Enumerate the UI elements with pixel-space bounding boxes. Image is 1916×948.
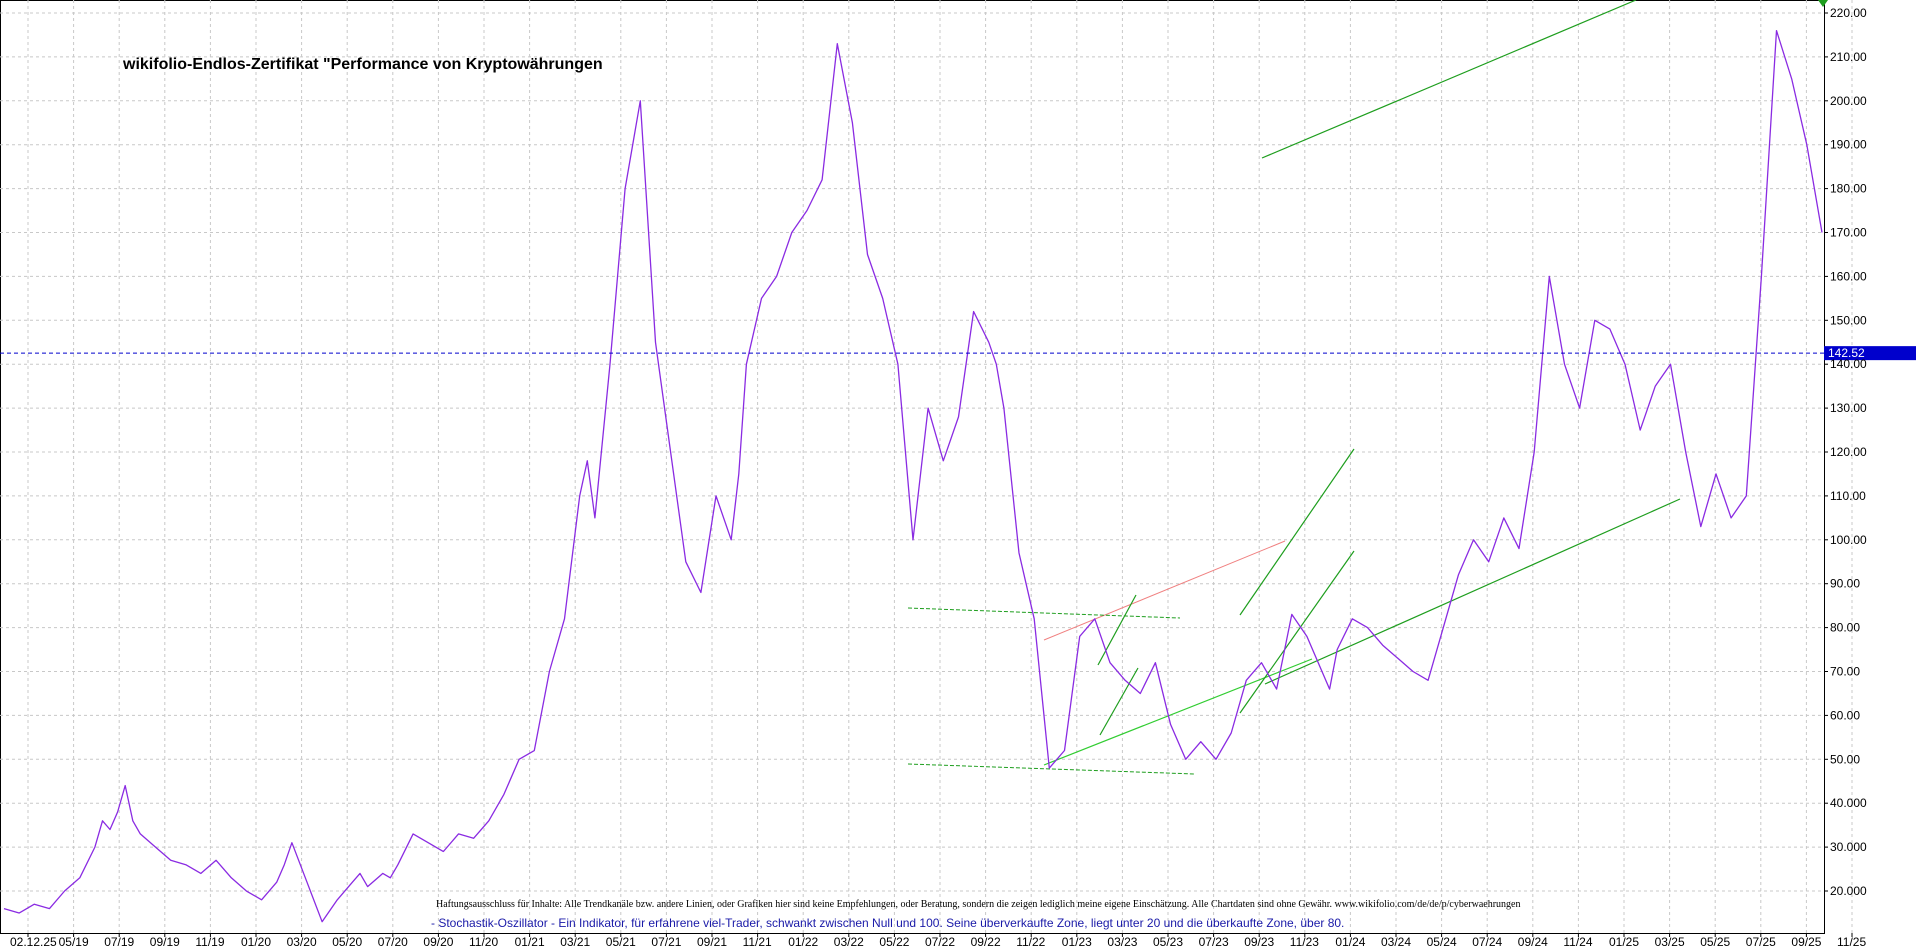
x-tick-label: 09/24 xyxy=(1518,935,1548,948)
y-tick-label: 120.00 xyxy=(1830,445,1867,459)
x-tick-label: 09/23 xyxy=(1244,935,1274,948)
x-tick-label: 05/20 xyxy=(332,935,362,948)
channel-line-a xyxy=(1239,448,1355,616)
x-tick-label: 11/25 xyxy=(1837,935,1866,948)
x-tick-label: 03/24 xyxy=(1381,935,1411,948)
current-price-box xyxy=(1824,346,1916,361)
y-tick-label: 210.00 xyxy=(1830,50,1867,64)
y-tick-label: 220.00 xyxy=(1830,6,1867,20)
x-tick-label: 05/25 xyxy=(1700,935,1730,948)
x-tick-label: 07/21 xyxy=(651,935,681,948)
y-tick-label: 150.00 xyxy=(1830,313,1867,327)
indicator-caption: - Stochastik-Oszillator - Ein Indikator,… xyxy=(431,916,1344,930)
x-tick-label: 01/21 xyxy=(515,935,545,948)
trendlines xyxy=(907,0,1828,775)
x-tick-label: 09/20 xyxy=(423,935,453,948)
y-tick-label: 180.00 xyxy=(1830,182,1867,196)
x-tick-label: 05/22 xyxy=(879,935,909,948)
x-tick-label: 01/25 xyxy=(1609,935,1639,948)
grid xyxy=(0,0,1853,933)
y-tick-label: 140.00 xyxy=(1830,357,1867,371)
plot-frame xyxy=(0,0,1825,934)
y-tick-label: 60.00 xyxy=(1830,708,1860,722)
x-tick-label: 01/24 xyxy=(1335,935,1365,948)
x-tick-label: 11/24 xyxy=(1563,935,1592,948)
current-price-layer: 142.52 xyxy=(0,346,1916,361)
x-tick-label: 07/19 xyxy=(104,935,134,948)
y-tick-label: 40.000 xyxy=(1830,796,1867,810)
x-tick-label: 09/19 xyxy=(150,935,180,948)
x-tick-label: 05/19 xyxy=(59,935,89,948)
channel-line-c xyxy=(1097,594,1137,666)
x-tick-label: 03/20 xyxy=(287,935,317,948)
x-tick-label: 07/24 xyxy=(1472,935,1502,948)
y-tick-label: 170.00 xyxy=(1830,226,1867,240)
x-tick-label: 07/22 xyxy=(925,935,955,948)
y-tick-label: 130.00 xyxy=(1830,401,1867,415)
channel-line-d xyxy=(1099,667,1139,736)
y-tick-label: 160.00 xyxy=(1830,269,1867,283)
y-tick-label: 70.00 xyxy=(1830,665,1860,679)
trendline-lower xyxy=(1264,498,1681,685)
y-tick-label: 100.00 xyxy=(1830,533,1867,547)
x-tick-label: 07/20 xyxy=(378,935,408,948)
channel-line-b xyxy=(1239,550,1355,714)
x-tick-label: 07/25 xyxy=(1746,935,1776,948)
x-tick-label: 11/22 xyxy=(1016,935,1045,948)
resistance-line xyxy=(1043,540,1286,641)
x-tick-label: 01/22 xyxy=(788,935,818,948)
x-tick-label: 09/21 xyxy=(697,935,727,948)
price-series-line xyxy=(3,29,1823,923)
x-tick-label: 03/21 xyxy=(560,935,590,948)
range-top-line xyxy=(907,607,1181,619)
disclaimer-text: Haftungsausschluss für Inhalte: Alle Tre… xyxy=(436,899,1521,910)
x-tick-label: 03/23 xyxy=(1107,935,1137,948)
x-tick-label: 07/23 xyxy=(1199,935,1229,948)
trendline-upper xyxy=(1261,0,1637,159)
y-tick-label: 190.00 xyxy=(1830,138,1867,152)
trendline-support xyxy=(1043,658,1313,766)
x-axis: 02.12.25 05/19 07/19 09/19 11/19 01/20 03/20 05… xyxy=(10,933,1866,948)
x-tick-label: 01/20 xyxy=(241,935,271,948)
chart-title: wikifolio-Endlos-Zertifikat "Performance… xyxy=(122,56,603,73)
y-tick-label: 110.00 xyxy=(1830,489,1866,503)
x-tick-label: 11/19 xyxy=(195,935,224,948)
x-tick-label: 09/22 xyxy=(971,935,1001,948)
x-tick-label: 05/24 xyxy=(1427,935,1457,948)
y-axis: 20.000 30.000 40.000 50.00 60.00 70.00 80.00 90… xyxy=(1824,6,1867,898)
x-tick-label: 11/23 xyxy=(1290,935,1319,948)
marker-triangle xyxy=(1818,0,1828,7)
x-tick-label: 02.12.25 xyxy=(10,935,57,948)
y-tick-label: 90.00 xyxy=(1830,577,1860,591)
y-tick-label: 80.00 xyxy=(1830,621,1860,635)
x-tick-label: 11/21 xyxy=(743,935,772,948)
y-tick-label: 200.00 xyxy=(1830,94,1867,108)
y-tick-label: 50.00 xyxy=(1830,752,1860,766)
y-tick-label: 30.000 xyxy=(1830,840,1867,854)
y-tick-label: 20.000 xyxy=(1830,884,1867,898)
x-tick-label: 05/23 xyxy=(1153,935,1183,948)
x-tick-label: 01/23 xyxy=(1062,935,1092,948)
series-layer xyxy=(3,29,1823,923)
x-tick-label: 11/20 xyxy=(469,935,498,948)
x-tick-label: 05/21 xyxy=(606,935,636,948)
x-tick-label: 03/25 xyxy=(1655,935,1685,948)
current-price-label: 142.52 xyxy=(1828,346,1865,360)
x-tick-label: 03/22 xyxy=(834,935,864,948)
x-tick-label: 09/25 xyxy=(1791,935,1821,948)
